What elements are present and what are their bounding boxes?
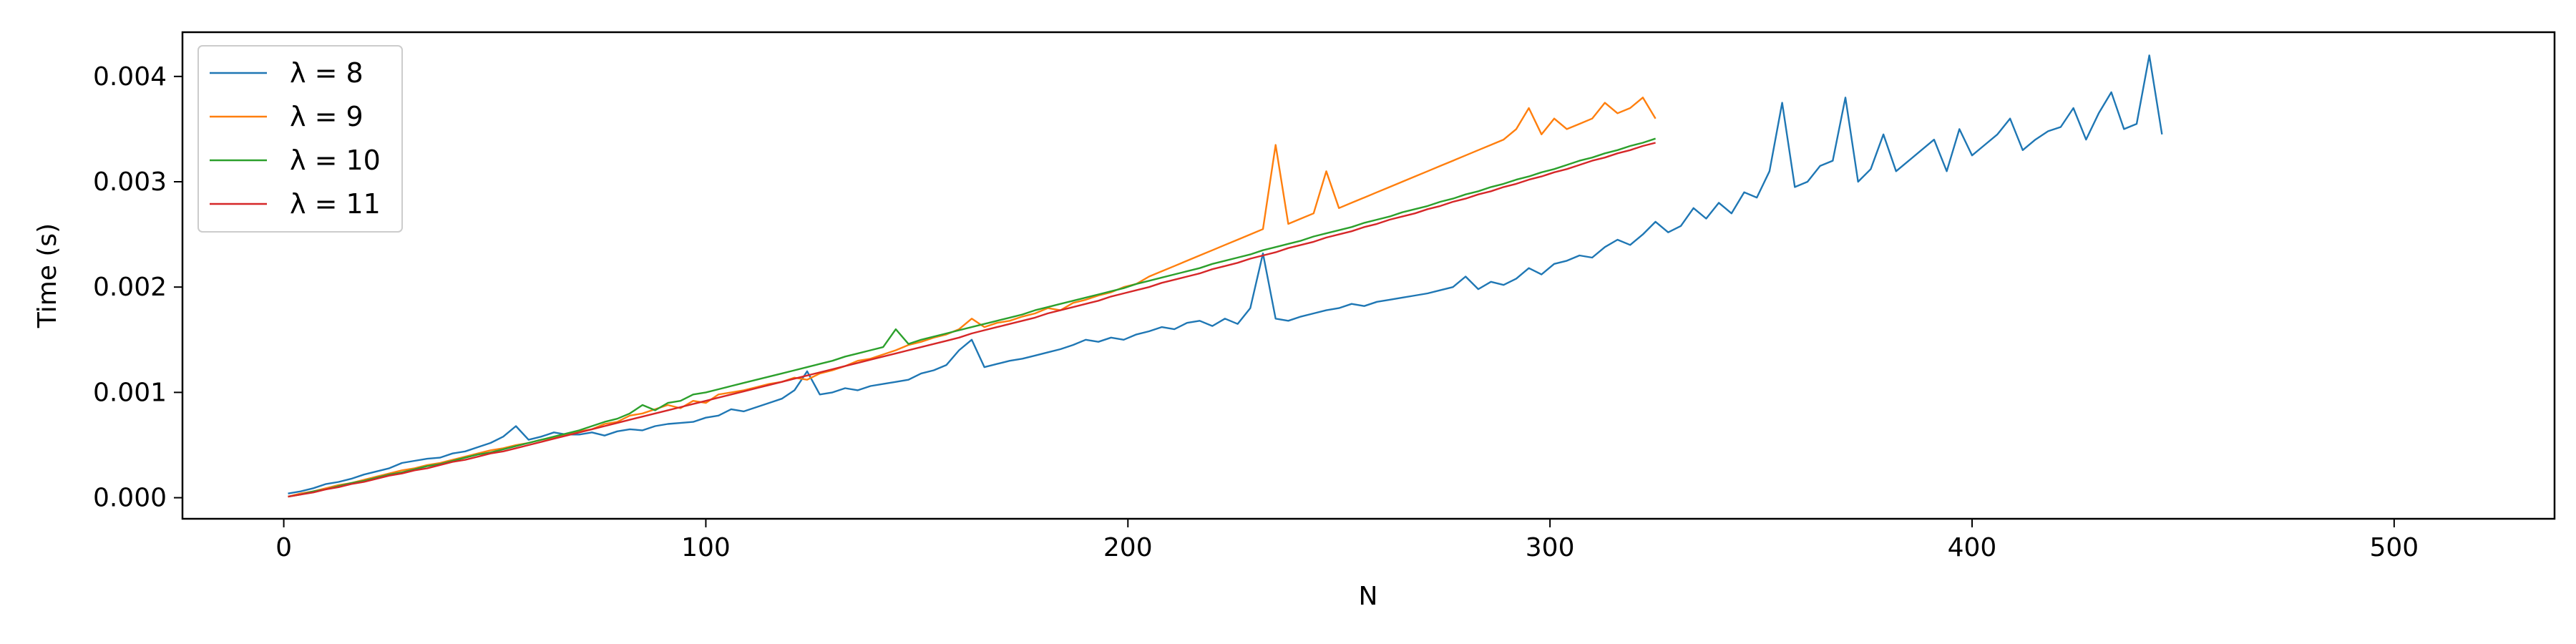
series-line-1 xyxy=(288,97,1657,498)
y-tick-label: 0.001 xyxy=(93,378,167,407)
y-tick-label: 0.003 xyxy=(93,167,167,197)
y-tick-label: 0.004 xyxy=(93,62,167,92)
x-axis-label: N xyxy=(1359,582,1378,611)
x-tick-label: 200 xyxy=(1103,533,1153,562)
x-tick-label: 100 xyxy=(681,533,731,562)
legend: λ = 8 λ = 9 λ = 10 λ = 11 xyxy=(197,45,403,233)
series-line-0 xyxy=(288,54,2163,494)
x-tick-label: 400 xyxy=(1948,533,1997,562)
legend-box xyxy=(197,45,403,233)
plot-background xyxy=(182,32,2555,519)
y-tick-label: 0.000 xyxy=(93,484,167,513)
series-line-3 xyxy=(288,142,1656,498)
y-axis-label: Time (s) xyxy=(33,223,62,328)
legend-label: λ = 11 xyxy=(290,188,381,220)
x-tick-label: 300 xyxy=(1526,533,1575,562)
x-tick-label: 0 xyxy=(275,533,292,562)
legend-label: λ = 10 xyxy=(290,145,381,176)
x-axis: 0 100 200 300 400 500 xyxy=(275,519,2419,562)
series-layer xyxy=(288,54,2163,498)
y-axis: 0.000 0.001 0.002 0.003 0.004 xyxy=(93,62,182,513)
x-tick-label: 500 xyxy=(2369,533,2419,562)
legend-label: λ = 8 xyxy=(290,57,364,89)
y-tick-label: 0.002 xyxy=(93,273,167,302)
legend-label: λ = 9 xyxy=(290,101,364,132)
plot-frame xyxy=(181,31,2556,520)
series-line-2 xyxy=(288,137,1656,498)
